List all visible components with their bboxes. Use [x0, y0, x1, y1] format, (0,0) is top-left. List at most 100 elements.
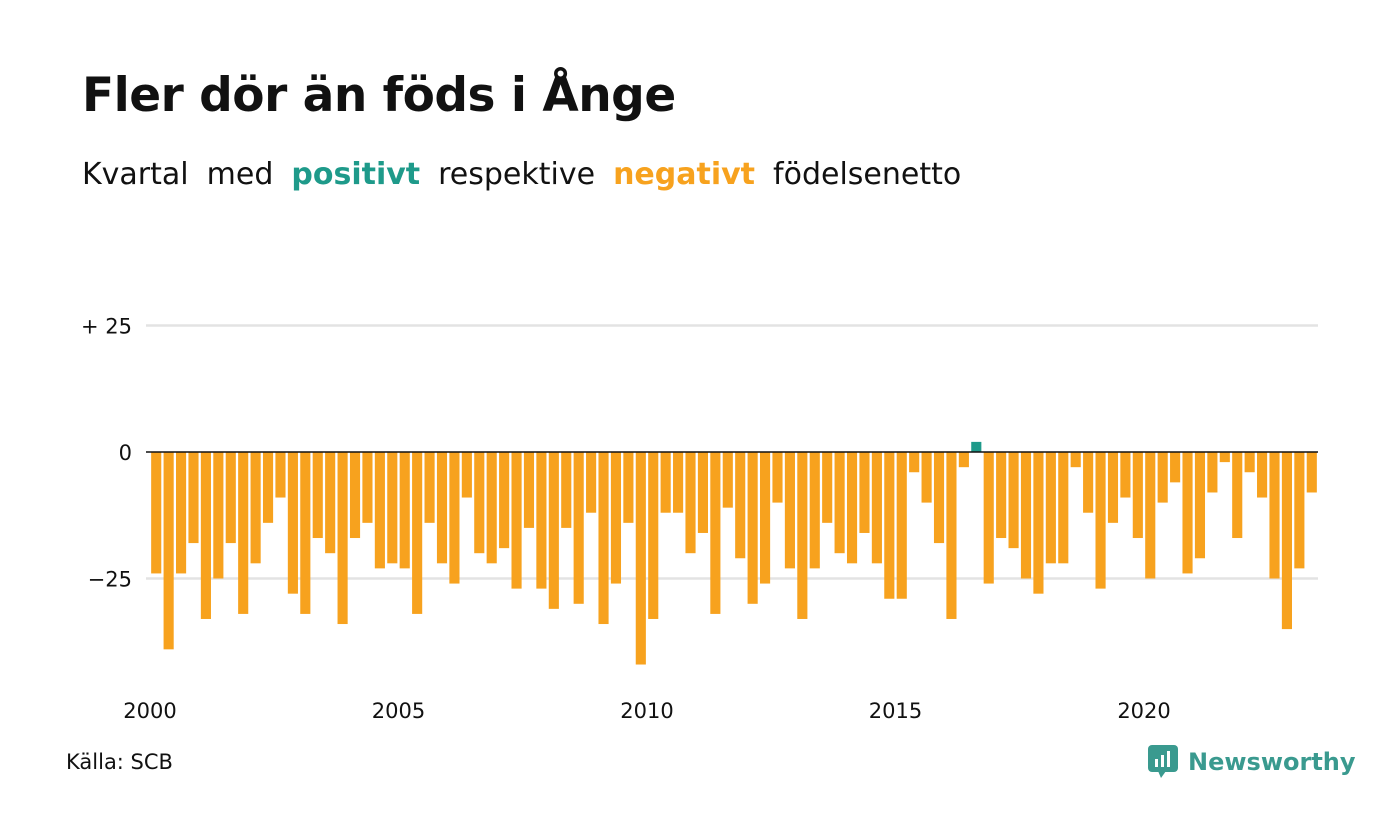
bar — [300, 452, 311, 614]
bar — [461, 452, 472, 498]
x-tick-label: 2000 — [123, 699, 176, 723]
bar — [200, 452, 211, 619]
bar — [486, 452, 497, 564]
bar — [163, 452, 174, 650]
bar — [474, 452, 485, 554]
bar — [1157, 452, 1168, 503]
bar — [859, 452, 870, 533]
bar — [822, 452, 833, 523]
bar — [176, 452, 187, 574]
bar — [586, 452, 597, 513]
bar — [760, 452, 771, 584]
bar — [983, 452, 994, 584]
bar — [834, 452, 845, 554]
bar — [349, 452, 361, 539]
newsworthy-logo-text: Newsworthy — [1188, 748, 1356, 776]
bar — [1070, 452, 1081, 468]
bar — [1020, 452, 1032, 579]
bar — [809, 452, 820, 569]
subtitle-word: respektive — [438, 157, 596, 192]
bar — [971, 441, 982, 452]
bar — [238, 452, 249, 614]
bar — [772, 452, 783, 503]
bar — [287, 452, 298, 594]
bar — [635, 452, 646, 665]
bar — [1219, 452, 1230, 463]
bar — [1170, 452, 1181, 483]
bar — [412, 452, 423, 614]
bar — [337, 452, 348, 625]
bar — [1306, 452, 1317, 493]
bar — [598, 452, 609, 625]
bar — [623, 452, 634, 523]
y-tick-label: 0 — [119, 441, 132, 465]
bar — [958, 452, 969, 468]
bar — [1281, 452, 1292, 630]
bar — [188, 452, 199, 544]
bar — [312, 452, 323, 539]
bar — [610, 452, 622, 584]
bar — [523, 452, 535, 528]
bar — [1294, 452, 1305, 569]
y-tick-label: −25 — [88, 568, 132, 592]
y-tick-label: + 25 — [81, 315, 132, 339]
bar — [387, 452, 398, 564]
bar — [1207, 452, 1218, 493]
bar — [250, 452, 261, 564]
bar — [449, 452, 460, 584]
bar — [1244, 452, 1255, 473]
bar — [1045, 452, 1056, 564]
x-tick-label: 2015 — [869, 699, 922, 723]
subtitle-word: födelsenetto — [773, 157, 962, 192]
bar — [262, 452, 274, 523]
bar — [697, 452, 708, 533]
bar — [996, 452, 1007, 539]
bar — [325, 452, 336, 554]
bar — [1120, 452, 1131, 498]
bar — [846, 452, 858, 564]
bar — [884, 452, 895, 599]
bar — [436, 452, 448, 564]
bar — [225, 452, 236, 544]
bar — [685, 452, 696, 554]
bar — [921, 452, 932, 503]
bar — [1182, 452, 1193, 574]
bar — [946, 452, 957, 619]
bar — [1232, 452, 1243, 539]
bar — [710, 452, 721, 614]
bar — [722, 452, 733, 508]
chart-subtitle: Kvartal med positivt respektive negativt föde… — [82, 157, 979, 192]
newsworthy-logo: Newsworthy — [1148, 745, 1356, 779]
bar — [1194, 452, 1206, 559]
bar — [1083, 452, 1094, 513]
bar — [374, 452, 385, 569]
x-tick-label: 2020 — [1117, 699, 1170, 723]
bar — [399, 452, 410, 569]
x-tick-label: 2010 — [620, 699, 673, 723]
bar — [1008, 452, 1019, 549]
bar — [648, 452, 659, 619]
bar — [151, 452, 162, 574]
chart-title: Fler dör än föds i Ånge — [82, 68, 676, 123]
bar — [784, 452, 795, 569]
x-tick-label: 2005 — [372, 699, 425, 723]
bar — [871, 452, 882, 564]
bar — [1257, 452, 1268, 498]
bar — [573, 452, 584, 604]
bar — [1269, 452, 1280, 579]
bar — [561, 452, 572, 528]
source-note: Källa: SCB — [66, 750, 173, 774]
subtitle-negative-word: negativt — [613, 157, 756, 192]
bar — [275, 452, 286, 498]
subtitle-word: Kvartal — [82, 157, 189, 192]
subtitle-word: med — [206, 157, 274, 192]
bar — [909, 452, 920, 473]
bar — [424, 452, 435, 523]
bar — [1107, 452, 1119, 523]
bar — [1058, 452, 1069, 564]
bar — [1033, 452, 1044, 594]
bar — [1095, 452, 1106, 589]
bar — [660, 452, 671, 513]
bar — [1132, 452, 1143, 539]
